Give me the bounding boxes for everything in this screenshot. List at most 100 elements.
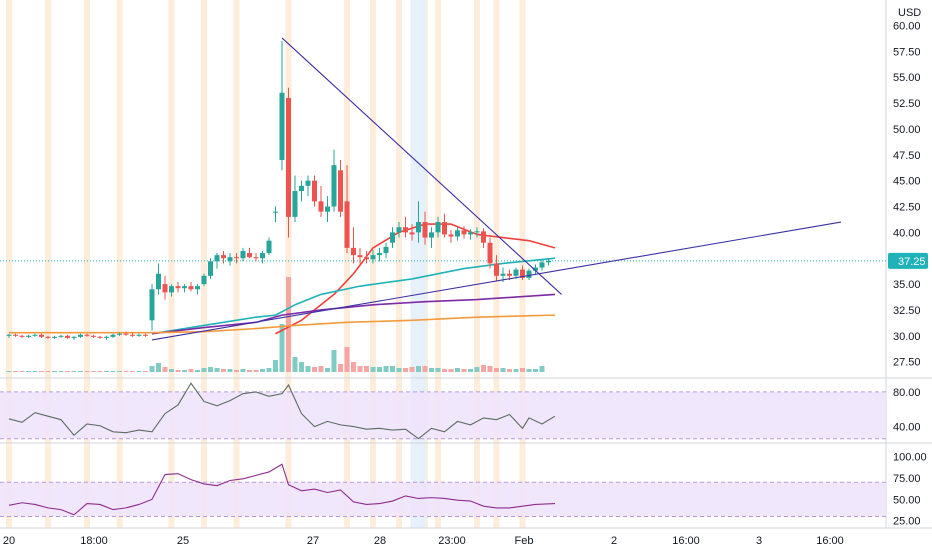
volume-bar <box>455 368 460 372</box>
candle-body <box>331 165 337 207</box>
last-price-badge-bg <box>888 252 928 269</box>
candle-body <box>312 180 317 202</box>
candle-body <box>136 334 142 336</box>
volume-bar <box>130 371 135 372</box>
candle-body <box>143 334 148 336</box>
axis-tick-label: 45.00 <box>893 176 921 188</box>
time-tick-label: 20 <box>3 535 15 547</box>
time-axis[interactable]: 20 18:00 25 27 28 23:00 Feb 2 16:00 3 16:00 <box>3 535 844 547</box>
volume-bar <box>104 371 109 372</box>
candle-body <box>409 232 415 235</box>
grid-lines <box>0 0 932 529</box>
volume-bar <box>26 371 31 372</box>
oscillator-2-line <box>8 463 556 516</box>
volume-bar <box>435 368 441 372</box>
volume-bar <box>169 369 174 372</box>
candle-body <box>195 286 200 290</box>
session-highlight-stripe <box>45 0 51 528</box>
candle-body <box>117 333 122 335</box>
candle-body <box>351 247 356 256</box>
candle-body <box>175 286 181 289</box>
candle-body <box>97 336 103 338</box>
volume-bar <box>45 371 51 372</box>
candle-body <box>123 333 129 335</box>
time-tick-label: 25 <box>177 535 189 547</box>
volume-bar <box>117 371 122 372</box>
candle-body <box>513 269 519 276</box>
candle-body <box>318 201 324 212</box>
volume-bar <box>539 366 545 372</box>
volume-bar <box>208 367 213 372</box>
candle-body <box>370 255 376 260</box>
axis-tick-label: 30.00 <box>893 331 921 343</box>
candle-body <box>110 334 116 337</box>
volume-bar <box>247 370 252 372</box>
volume-bar <box>461 369 467 372</box>
session-highlights <box>6 0 526 528</box>
time-tick-label: Feb <box>515 535 534 547</box>
time-tick-label: 28 <box>374 535 386 547</box>
candle-body <box>91 335 96 337</box>
candle-body <box>188 286 194 290</box>
trendlines[interactable] <box>151 37 842 341</box>
volume-bar <box>325 368 330 372</box>
candle-body <box>286 97 291 217</box>
candle-body <box>39 334 44 337</box>
volume-bar <box>78 371 83 372</box>
candle-body <box>357 255 363 258</box>
candle-body <box>32 334 38 336</box>
session-highlight-stripe <box>116 0 123 528</box>
volume-bar <box>58 371 64 372</box>
session-highlight-stripe <box>474 0 480 528</box>
candle-body <box>442 222 447 235</box>
candle-body <box>487 242 493 264</box>
volume-bar <box>253 370 259 372</box>
axis-tick-label: 27.50 <box>893 357 921 369</box>
candle-body <box>130 334 135 336</box>
volume-bar <box>32 371 38 372</box>
descending-line <box>281 37 562 295</box>
oscillator-1-line <box>8 382 556 440</box>
price-axis[interactable]: 27.5030.0032.5035.0037.5040.0042.5045.00… <box>893 21 927 528</box>
session-highlight-stripe <box>233 0 240 528</box>
volume-bar <box>396 368 402 372</box>
candle-body <box>461 230 467 235</box>
candle-body <box>78 334 83 337</box>
volume-bar <box>364 366 369 372</box>
volume-bar <box>71 371 77 372</box>
time-tick-label: 23:00 <box>438 535 466 547</box>
candle-body <box>182 286 187 289</box>
axis-tick-label: 100.00 <box>893 452 927 464</box>
candle-body <box>84 334 90 336</box>
volume-bar <box>175 370 181 372</box>
candle-body <box>396 227 402 233</box>
candle-body <box>273 211 278 213</box>
volume-bar <box>162 367 168 372</box>
volume-bar <box>468 369 473 372</box>
candle-body <box>58 335 64 337</box>
axis-tick-label: 80.00 <box>893 387 921 399</box>
volume-bar <box>91 371 96 372</box>
volume-bar <box>474 367 480 372</box>
volume-bar <box>507 369 512 372</box>
time-tick-label: 2 <box>611 535 617 547</box>
last-price-label: 37.25 <box>898 256 926 268</box>
volume-bar <box>312 367 317 372</box>
volume-bar <box>52 371 57 372</box>
volume-bar <box>409 367 415 372</box>
candle-body <box>500 273 506 276</box>
candle-body <box>221 255 226 259</box>
volume-bar <box>377 367 382 372</box>
volume-bar <box>39 371 44 372</box>
time-tick-label: 18:00 <box>80 535 108 547</box>
time-tick-label: 16:00 <box>816 535 844 547</box>
volume-bar <box>149 366 155 372</box>
session-highlight-stripe <box>396 0 402 528</box>
candle-body <box>299 185 304 191</box>
candle-body <box>45 336 51 338</box>
session-highlight-stripe <box>519 0 526 528</box>
candle-body <box>435 222 441 233</box>
volume-bar <box>513 369 519 372</box>
candle-body <box>260 253 265 259</box>
